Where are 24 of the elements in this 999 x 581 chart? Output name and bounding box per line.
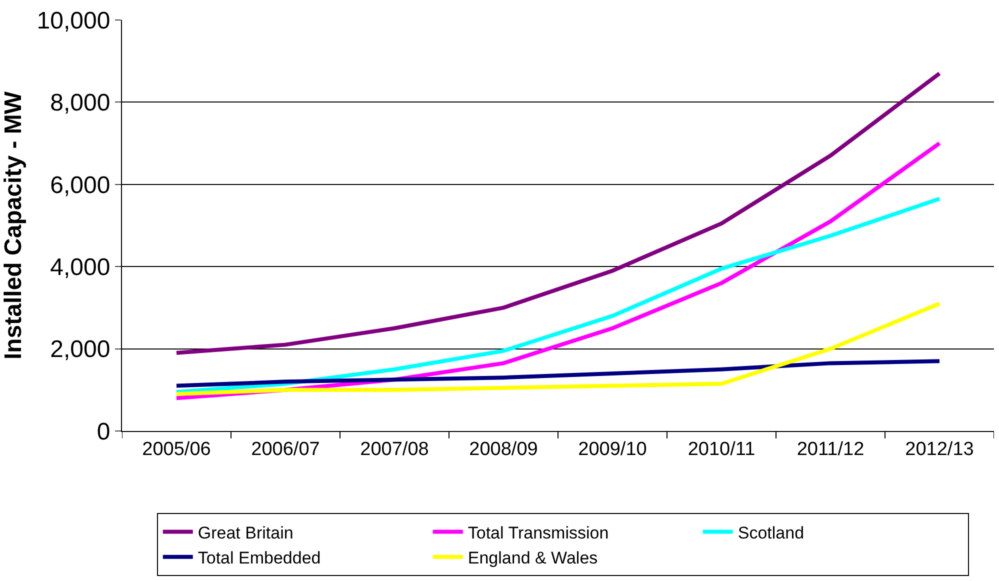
- legend-label: Great Britain: [198, 523, 294, 542]
- y-tick-label: 2,000: [50, 336, 110, 364]
- y-tick-label: 10,000: [36, 7, 110, 34]
- line-series: [174, 196, 942, 394]
- legend-label: Total Transmission: [468, 523, 609, 542]
- line-series: [174, 302, 942, 396]
- x-tick-label: 2008/09: [469, 438, 538, 460]
- x-tick-label: 2012/13: [905, 438, 974, 460]
- x-tick-label: 2005/06: [142, 438, 211, 460]
- line-series: [174, 359, 942, 388]
- legend-label: Total Embedded: [198, 548, 321, 568]
- x-tick-label: 2010/11: [688, 438, 756, 460]
- y-tick-label: 6,000: [50, 172, 110, 199]
- x-tick-label: 2007/08: [360, 438, 429, 460]
- y-tick-label: 8,000: [50, 90, 110, 117]
- legend-label: Scotland: [738, 523, 804, 542]
- y-axis-title: Installed Capacity - MW: [0, 91, 27, 360]
- y-tick-label: 4,000: [50, 254, 110, 281]
- x-tick-label: 2009/10: [578, 438, 647, 460]
- x-tick-label: 2006/07: [251, 438, 320, 460]
- legend-label: England & Wales: [468, 548, 598, 568]
- line-series: [174, 71, 942, 355]
- y-tick-label: 0: [96, 418, 110, 446]
- x-tick-label: 2011/12: [796, 438, 864, 460]
